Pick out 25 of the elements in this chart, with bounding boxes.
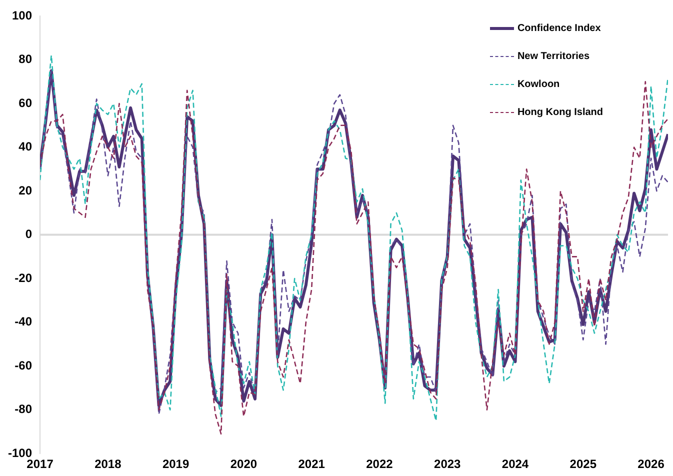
legend-label: Hong Kong Island bbox=[517, 106, 603, 118]
y-tick-label: -60 bbox=[14, 358, 32, 372]
y-tick-label: 80 bbox=[18, 52, 32, 66]
x-tick-label: 2021 bbox=[298, 457, 326, 472]
x-tick-label: 2022 bbox=[366, 457, 394, 472]
y-tick-label: 100 bbox=[12, 8, 32, 22]
x-tick-label: 2019 bbox=[162, 457, 190, 472]
x-tick-label: 2020 bbox=[230, 457, 258, 472]
x-tick-label: 2025 bbox=[570, 457, 597, 472]
y-tick-label: -20 bbox=[14, 270, 32, 285]
y-tick-label: 40 bbox=[18, 140, 32, 154]
y-tick-label: 0 bbox=[25, 227, 32, 242]
y-tick-label: 20 bbox=[18, 183, 32, 198]
x-tick-label: 2024 bbox=[502, 457, 529, 472]
x-tick-label: 2017 bbox=[26, 457, 54, 472]
y-tick-label: 60 bbox=[18, 96, 32, 110]
legend-label: Kowloon bbox=[517, 78, 560, 90]
y-tick-label: -80 bbox=[14, 402, 32, 416]
x-tick-label: 2018 bbox=[94, 457, 122, 472]
legend-label: New Territories bbox=[517, 50, 590, 62]
x-tick-label: 2023 bbox=[434, 457, 462, 472]
y-tick-label: -40 bbox=[14, 314, 32, 329]
y-tick-label: -100 bbox=[8, 446, 32, 460]
x-tick-label: 2026 bbox=[638, 457, 665, 472]
legend-label: Confidence Index bbox=[517, 22, 601, 34]
